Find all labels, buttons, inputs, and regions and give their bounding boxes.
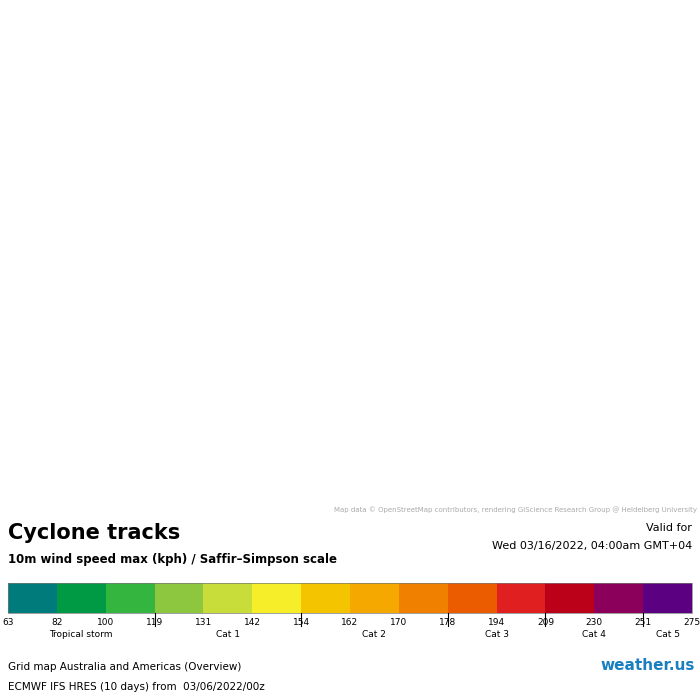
Text: Cat 1: Cat 1 [216, 630, 240, 639]
Text: 10m wind speed max (kph) / Saffir–Simpson scale: 10m wind speed max (kph) / Saffir–Simpso… [8, 553, 337, 566]
Text: 209: 209 [537, 618, 554, 627]
Bar [448, 583, 496, 613]
Bar [106, 583, 155, 613]
Bar [8, 583, 692, 613]
Text: 162: 162 [342, 618, 358, 627]
Bar [301, 583, 350, 613]
Text: 275: 275 [683, 618, 700, 627]
Bar [204, 583, 252, 613]
Text: 170: 170 [390, 618, 407, 627]
Text: Wed 03/16/2022, 04:00am GMT+04: Wed 03/16/2022, 04:00am GMT+04 [491, 541, 692, 551]
Text: Cat 5: Cat 5 [656, 630, 680, 639]
Text: 194: 194 [488, 618, 505, 627]
Text: 178: 178 [439, 618, 456, 627]
Bar [496, 583, 545, 613]
Bar [252, 583, 301, 613]
Text: Map data © OpenStreetMap contributors, rendering GIScience Research Group @ Heid: Map data © OpenStreetMap contributors, r… [333, 506, 696, 512]
Text: 119: 119 [146, 618, 163, 627]
Text: 100: 100 [97, 618, 114, 627]
Text: 131: 131 [195, 618, 212, 627]
Text: Cat 2: Cat 2 [363, 630, 386, 639]
Bar [8, 583, 57, 613]
Text: 82: 82 [51, 618, 62, 627]
Text: weather.us: weather.us [600, 658, 694, 673]
Bar [155, 583, 204, 613]
Bar [57, 583, 106, 613]
Text: Grid map Australia and Americas (Overview): Grid map Australia and Americas (Overvie… [8, 662, 241, 672]
Text: Cat 4: Cat 4 [582, 630, 606, 639]
Bar [643, 583, 692, 613]
Text: ECMWF IFS HRES (10 days) from  03/06/2022/00z: ECMWF IFS HRES (10 days) from 03/06/2022… [8, 682, 265, 692]
Text: 230: 230 [586, 618, 603, 627]
Text: Cat 3: Cat 3 [484, 630, 509, 639]
Text: Cyclone tracks: Cyclone tracks [8, 523, 181, 543]
Text: Tropical storm: Tropical storm [50, 630, 113, 639]
Text: 63: 63 [2, 618, 14, 627]
Bar [350, 583, 399, 613]
Text: 154: 154 [293, 618, 309, 627]
Text: 142: 142 [244, 618, 261, 627]
Text: This service is based on data and products of the European Centre for Medium-ran: This service is based on data and produc… [4, 4, 598, 14]
Bar [545, 583, 594, 613]
Bar [594, 583, 643, 613]
Text: Valid for: Valid for [646, 523, 692, 533]
Bar [399, 583, 448, 613]
Text: 251: 251 [635, 618, 652, 627]
